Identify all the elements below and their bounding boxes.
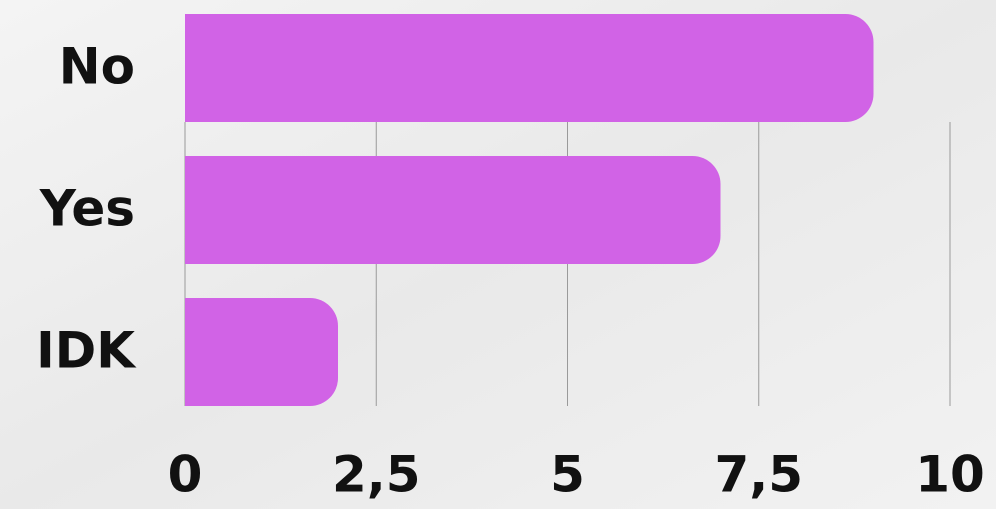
y-tick-label: No [59,38,135,96]
x-tick-label: 10 [915,446,985,504]
y-tick-label: IDK [36,322,137,380]
bar [185,156,721,264]
x-tick-label: 5 [550,446,585,504]
x-tick-label: 2,5 [332,446,421,504]
labels: 0 2,5 5 7,5 10 No Yes IDK [36,38,985,504]
x-tick-label: 7,5 [714,446,803,504]
bar [185,298,338,406]
bar [185,14,874,122]
y-tick-label: Yes [39,180,135,238]
x-tick-label: 0 [168,446,203,504]
bars [185,14,874,406]
